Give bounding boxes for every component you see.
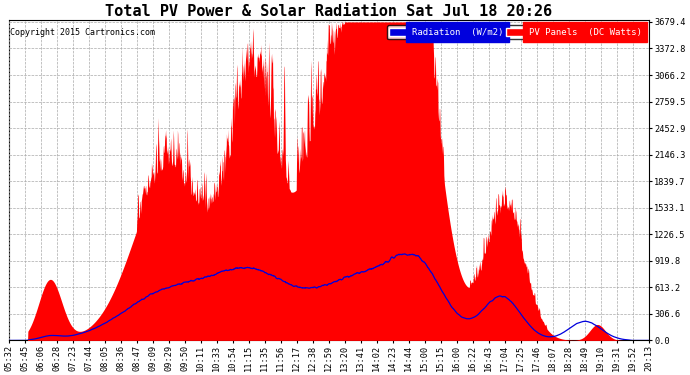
Title: Total PV Power & Solar Radiation Sat Jul 18 20:26: Total PV Power & Solar Radiation Sat Jul… [105, 4, 552, 19]
Text: Copyright 2015 Cartronics.com: Copyright 2015 Cartronics.com [10, 28, 155, 38]
Legend: Radiation  (W/m2), PV Panels  (DC Watts): Radiation (W/m2), PV Panels (DC Watts) [387, 25, 644, 39]
